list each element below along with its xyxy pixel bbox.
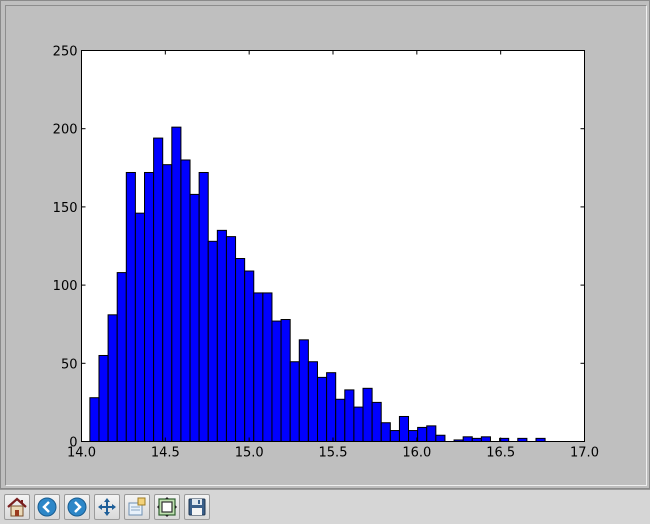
histogram-bar xyxy=(326,372,337,442)
histogram-bar xyxy=(353,406,364,442)
histogram-bar xyxy=(244,270,255,442)
histogram-bar xyxy=(389,430,400,442)
zoom-button[interactable] xyxy=(124,494,150,520)
histogram-bar xyxy=(480,436,491,442)
y-tick-label: 50 xyxy=(61,357,78,372)
x-tick-label: 15.5 xyxy=(319,446,348,461)
histogram-bar xyxy=(307,361,318,442)
save-button[interactable] xyxy=(184,494,210,520)
x-tick-label: 14.5 xyxy=(151,446,180,461)
histogram-bar xyxy=(262,292,273,443)
back-button[interactable] xyxy=(34,494,60,520)
y-tick-label: 200 xyxy=(53,123,78,138)
zoom-rect-icon xyxy=(128,497,146,516)
histogram-bar xyxy=(216,229,227,442)
histogram-bar xyxy=(189,193,200,442)
histogram-bar xyxy=(380,422,391,443)
histogram-bar xyxy=(298,339,309,442)
arrow-right-icon xyxy=(67,497,87,517)
x-tick-label: 17.0 xyxy=(570,446,599,461)
histogram-bar xyxy=(408,430,419,442)
floppy-disk-icon xyxy=(188,498,206,516)
histogram-bar xyxy=(417,426,428,443)
bars-group xyxy=(89,126,546,443)
forward-button[interactable] xyxy=(64,494,90,520)
y-tick-label: 0 xyxy=(69,436,77,451)
histogram-bar xyxy=(271,320,282,443)
histogram-bar xyxy=(235,258,246,443)
ticks-group: 14.0 14.5 15.0 15.5 16.0 16.5 17.0 0 50 100 150 200… xyxy=(53,45,599,461)
histogram-bar xyxy=(144,171,155,443)
histogram-bar xyxy=(398,415,410,443)
histogram-bar xyxy=(98,354,109,443)
histogram-bar xyxy=(435,434,446,442)
histogram-bar xyxy=(344,389,355,443)
y-tick-label: 100 xyxy=(53,279,78,294)
x-tick-label: 16.5 xyxy=(486,446,515,461)
histogram-bar xyxy=(198,171,209,443)
move-arrows-icon xyxy=(98,498,116,516)
pan-button[interactable] xyxy=(94,494,120,520)
histogram-bar xyxy=(180,159,191,442)
histogram-bar xyxy=(171,126,182,442)
histogram-bar xyxy=(289,361,300,442)
histogram-bar xyxy=(335,398,346,442)
histogram-bar xyxy=(162,164,173,442)
subplots-button[interactable] xyxy=(154,494,180,520)
histogram-bar xyxy=(371,401,382,442)
histogram-bar xyxy=(280,319,291,443)
x-tick-label: 14.0 xyxy=(67,446,96,461)
histogram-bar xyxy=(253,292,264,443)
histogram-bar xyxy=(125,171,136,443)
navigation-toolbar xyxy=(0,489,650,524)
y-tick-label: 150 xyxy=(53,201,78,216)
histogram-bar xyxy=(225,236,237,442)
histogram-bar xyxy=(426,425,437,442)
subplots-config-icon xyxy=(157,497,177,517)
x-tick-label: 16.0 xyxy=(402,446,431,461)
histogram-bar xyxy=(362,387,373,443)
x-tick-label: 15.0 xyxy=(235,446,264,461)
arrow-left-icon xyxy=(37,497,57,517)
histogram-bar xyxy=(316,376,328,443)
y-tick-label: 250 xyxy=(53,45,78,60)
histogram-bar xyxy=(134,212,145,442)
histogram-bar xyxy=(462,436,473,442)
histogram-bar xyxy=(107,314,118,443)
histogram-chart: 14.0 14.5 15.0 15.5 16.0 16.5 17.0 0 50 100 150 200… xyxy=(53,45,599,461)
home-icon xyxy=(7,497,27,517)
histogram-bar xyxy=(116,272,127,442)
home-button[interactable] xyxy=(4,494,30,520)
histogram-bar xyxy=(207,240,218,442)
histogram-bar xyxy=(153,137,164,443)
histogram-bar xyxy=(89,397,100,442)
